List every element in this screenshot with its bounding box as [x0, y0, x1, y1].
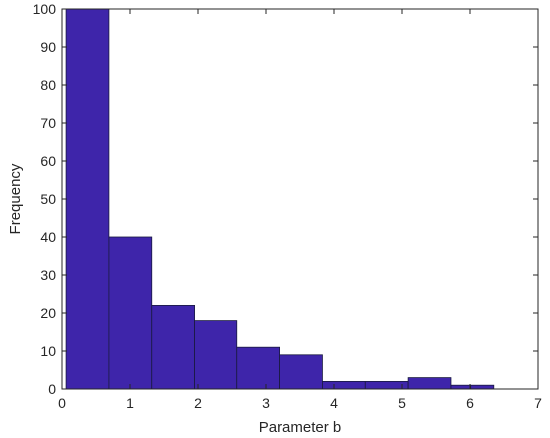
y-tick-label-1: 10	[40, 343, 56, 359]
x-axis-label: Parameter b	[259, 419, 342, 436]
x-tick-label-7: 7	[534, 395, 542, 411]
x-tick-label-4: 4	[330, 395, 338, 411]
histogram-bar-1	[108, 236, 153, 390]
x-tick-label-6: 6	[466, 395, 474, 411]
histogram-bar-9	[450, 384, 472, 390]
histogram-bar-8	[407, 377, 452, 390]
y-tick-label-10: 100	[33, 1, 57, 17]
y-axis-label: Frequency	[7, 163, 24, 234]
y-tick-label-0: 0	[48, 381, 56, 397]
histogram-bar-10	[470, 384, 495, 390]
x-tick-label-2: 2	[194, 395, 202, 411]
histogram-bar-6	[322, 380, 366, 390]
histogram-bar-0	[65, 8, 110, 390]
y-tick-label-9: 90	[40, 39, 56, 55]
histogram-bar-2	[151, 304, 195, 390]
y-tick-label-4: 40	[40, 229, 56, 245]
y-tick-label-6: 60	[40, 153, 56, 169]
y-tick-label-5: 50	[40, 191, 56, 207]
x-tick-label-3: 3	[262, 395, 270, 411]
histogram-bar-3	[194, 320, 238, 390]
y-tick-label-3: 30	[40, 267, 56, 283]
y-tick-label-2: 20	[40, 305, 56, 321]
x-tick-label-5: 5	[398, 395, 406, 411]
y-tick-label-7: 70	[40, 115, 56, 131]
x-tick-label-1: 1	[126, 395, 134, 411]
bars-layer	[65, 8, 495, 390]
histogram-bar-5	[279, 354, 323, 390]
y-tick-label-8: 80	[40, 77, 56, 93]
histogram-bar-4	[236, 346, 280, 390]
x-tick-label-0: 0	[58, 395, 66, 411]
